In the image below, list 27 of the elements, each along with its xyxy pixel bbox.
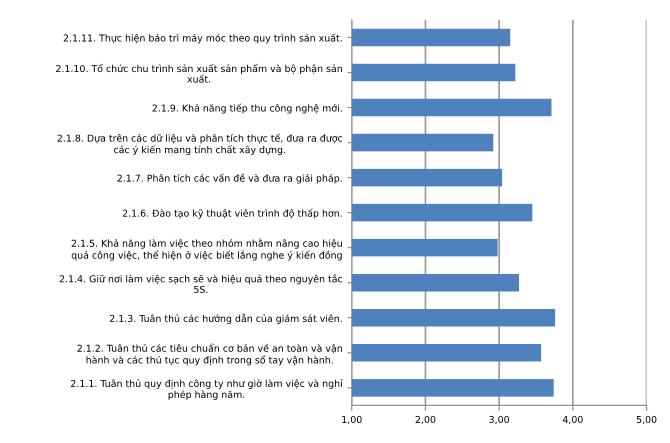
x-tick-label: 3,00: [489, 416, 510, 424]
y-tick-label: 2.1.10. Tổ chức chu trình sản xuất sản phẩm và bộ phận sản xuất.: [56, 64, 342, 83]
bar: [352, 274, 520, 292]
x-tick-label: 1,00: [342, 416, 362, 424]
bar: [352, 134, 494, 152]
y-tick-label: 2.1.5. Khả năng làm việc theo nhóm nhằm nâng cao hiệu quả công việc, thể hiện ở việc biết lắng nghe ý kiến đồng: [72, 238, 342, 261]
y-tick-label: 2.1.2. Tuân thủ các tiêu chuẩn cơ bản về an toàn và vận hành và các thủ tục quy định trong sổ tay vận hành.: [77, 344, 342, 366]
bar: [352, 64, 516, 82]
bar: [352, 98, 552, 116]
y-tick-label: 2.1.11. Thực hiện bảo trì máy móc theo quy trình sản xuất.: [64, 33, 342, 44]
bar: [352, 168, 502, 186]
y-tick-label: 2.1.6. Đào tạo kỹ thuật viên trình độ thấp hơn.: [122, 208, 342, 219]
bar: [352, 238, 498, 256]
bar: [352, 204, 532, 222]
bar: [352, 308, 556, 327]
bar: [352, 28, 510, 46]
y-tick-label: 2.1.3. Tuân thủ các hướng dẫn của giám sát viên.: [110, 314, 342, 324]
y-tick-label: 2.1.4. Giữ nơi làm việc sạch sẽ và hiệu quả theo nguyên tắc 5S.: [60, 274, 342, 293]
y-tick-label: 2.1.8. Dựa trên các dữ liệu và phân tích thực tế, đưa ra được các ý kiến mang tính chất xây dựng.: [58, 134, 342, 156]
y-tick-label: 2.1.1. Tuân thủ quy định công ty như giờ làm việc và nghỉ phép hàng năm.: [71, 379, 342, 400]
y-tick-label: 2.1.9. Khả năng tiếp thu công nghệ mới.: [152, 104, 342, 114]
x-tick-label: 2,00: [416, 416, 436, 424]
x-tick-label: 4,00: [562, 416, 583, 424]
x-tick-label: 5,00: [636, 416, 656, 424]
bar: [352, 379, 554, 397]
bar: [352, 344, 542, 362]
y-tick-label: 2.1.7. Phân tích các vấn đề và đưa ra giải pháp.: [117, 174, 342, 184]
